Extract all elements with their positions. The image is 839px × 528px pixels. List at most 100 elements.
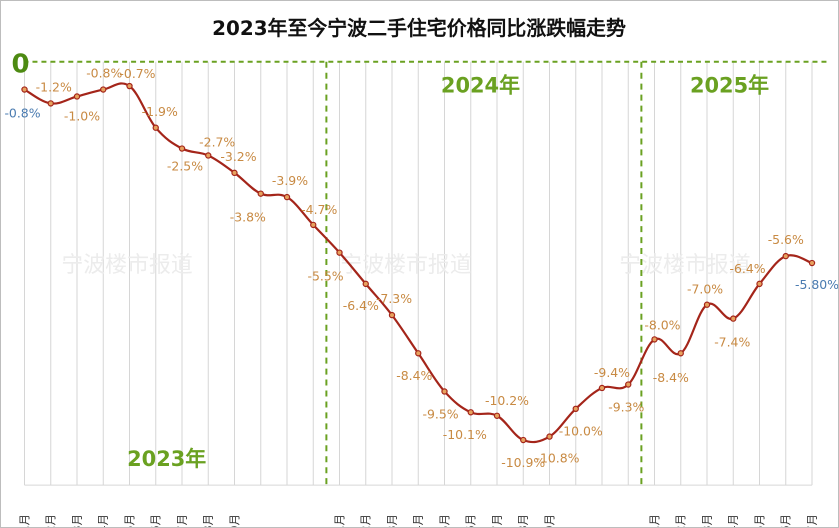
x-tick-label: 7月 (805, 514, 819, 528)
x-tick-label: 2月 (359, 514, 373, 528)
data-labels: -0.8%-1.2%-1.0%-0.8%-0.7%-1.9%-2.5%-2.7%… (4, 66, 839, 470)
x-tick-label: 4月 (411, 514, 425, 528)
x-tick-label: 9月 (227, 514, 241, 528)
data-label: -0.7% (119, 66, 155, 81)
data-label: -7.0% (687, 282, 723, 297)
data-point (467, 409, 474, 416)
data-label: -10.1% (443, 427, 487, 442)
data-label: -5.6% (768, 232, 804, 247)
x-tick-label: 12月 (621, 526, 635, 528)
data-label: -5.5% (308, 269, 344, 284)
year-dividers: 2023年 2024年 2025年 (127, 61, 769, 486)
data-point (388, 311, 396, 319)
data-point (651, 336, 658, 343)
x-tick-label: 11月 (595, 526, 609, 528)
data-label: -9.3% (608, 399, 644, 414)
data-point (126, 82, 133, 90)
data-label: -10.9% (501, 455, 545, 470)
data-point (47, 100, 54, 107)
data-label: -0.8% (4, 105, 40, 120)
x-tick-label: 6月 (464, 514, 478, 528)
data-point (756, 280, 763, 288)
data-label: -2.7% (199, 135, 235, 150)
data-point (730, 315, 737, 322)
data-point (520, 436, 527, 444)
x-tick-label: 3月 (385, 514, 399, 528)
data-label: -1.9% (142, 104, 178, 119)
data-point (415, 350, 422, 357)
data-label: -4.7% (301, 202, 337, 217)
data-point (782, 252, 789, 260)
x-tick-label: 7月 (175, 514, 189, 528)
watermarks: 宁波楼市报道 宁波楼市报道 宁波楼市报道 (61, 253, 750, 278)
data-point (677, 350, 684, 357)
data-point (178, 145, 186, 152)
data-label: -1.2% (36, 79, 72, 94)
x-tick-label: 3月 (70, 514, 84, 528)
data-label: -2.5% (167, 158, 203, 173)
x-tick-label: 10月 (569, 526, 583, 528)
data-label: -10.0% (559, 424, 603, 439)
data-point (703, 301, 711, 308)
data-point (336, 249, 343, 256)
x-tick-label: 6月 (779, 514, 793, 528)
x-tick-label: 1月 (17, 514, 31, 528)
x-tick-label: 4月 (726, 514, 740, 528)
x-tick-label: 3月 (700, 514, 714, 528)
data-label: -3.8% (230, 210, 266, 225)
data-label: -7.4% (714, 334, 750, 349)
x-tick-label: 9月 (542, 514, 556, 528)
grid-lines (24, 61, 813, 486)
data-label: -8.4% (653, 370, 689, 385)
x-tick-label: 5月 (752, 514, 766, 528)
data-point (283, 193, 291, 201)
year-label: 2024年 (441, 74, 520, 98)
data-point (625, 381, 632, 388)
watermark-text: 宁波楼市报道 (61, 253, 193, 278)
data-label: -7.3% (376, 291, 412, 306)
data-label: -1.0% (64, 108, 100, 123)
x-tick-label: 1月 (647, 514, 661, 528)
data-label: -10.2% (485, 393, 529, 408)
data-point (205, 152, 212, 159)
data-label: -8.0% (644, 317, 680, 332)
data-label: -3.2% (220, 149, 256, 164)
x-tick-label: 7月 (490, 514, 504, 528)
data-label: -10.8% (535, 450, 579, 465)
data-point (73, 93, 81, 100)
data-label: -8.4% (396, 368, 432, 383)
data-label: -6.4% (343, 298, 379, 313)
data-point (546, 433, 553, 440)
watermark-text: 宁波楼市报道 (340, 253, 472, 278)
year-label: 2025年 (690, 74, 769, 98)
zero-label: 0 (12, 50, 30, 80)
chart-title: 2023年至今宁波二手住宅价格同比涨跌幅走势 (212, 16, 626, 40)
x-tick-label: 5月 (437, 514, 451, 528)
data-label: -3.9% (272, 173, 308, 188)
data-label: -9.4% (594, 365, 630, 380)
x-axis-ticks: 1月 2月 3月 4月 5月 6月 7月 8月 9月 10月 11月 12月 1月 2月 3月 4月 5月 6月 7… (17, 514, 819, 528)
data-point (21, 86, 28, 93)
data-label: -6.4% (730, 261, 766, 276)
data-point (362, 280, 369, 288)
year-label: 2023年 (127, 447, 206, 471)
data-label: -9.5% (422, 406, 458, 421)
data-point (441, 388, 448, 395)
x-tick-label: 8月 (201, 514, 215, 528)
data-point (493, 412, 501, 419)
data-point (808, 259, 816, 267)
x-tick-label: 4月 (96, 514, 110, 528)
data-point (231, 169, 238, 177)
x-tick-label: 11月 (280, 526, 294, 528)
data-point (598, 384, 606, 392)
x-tick-label: 6月 (149, 514, 163, 528)
data-point (257, 190, 264, 197)
data-point (152, 124, 159, 131)
x-tick-label: 10月 (254, 526, 268, 528)
data-point (572, 405, 579, 412)
data-point (100, 86, 107, 93)
data-label: -5.80% (795, 277, 839, 292)
x-tick-label: 12月 (306, 526, 320, 528)
data-label: -0.8% (86, 66, 122, 81)
